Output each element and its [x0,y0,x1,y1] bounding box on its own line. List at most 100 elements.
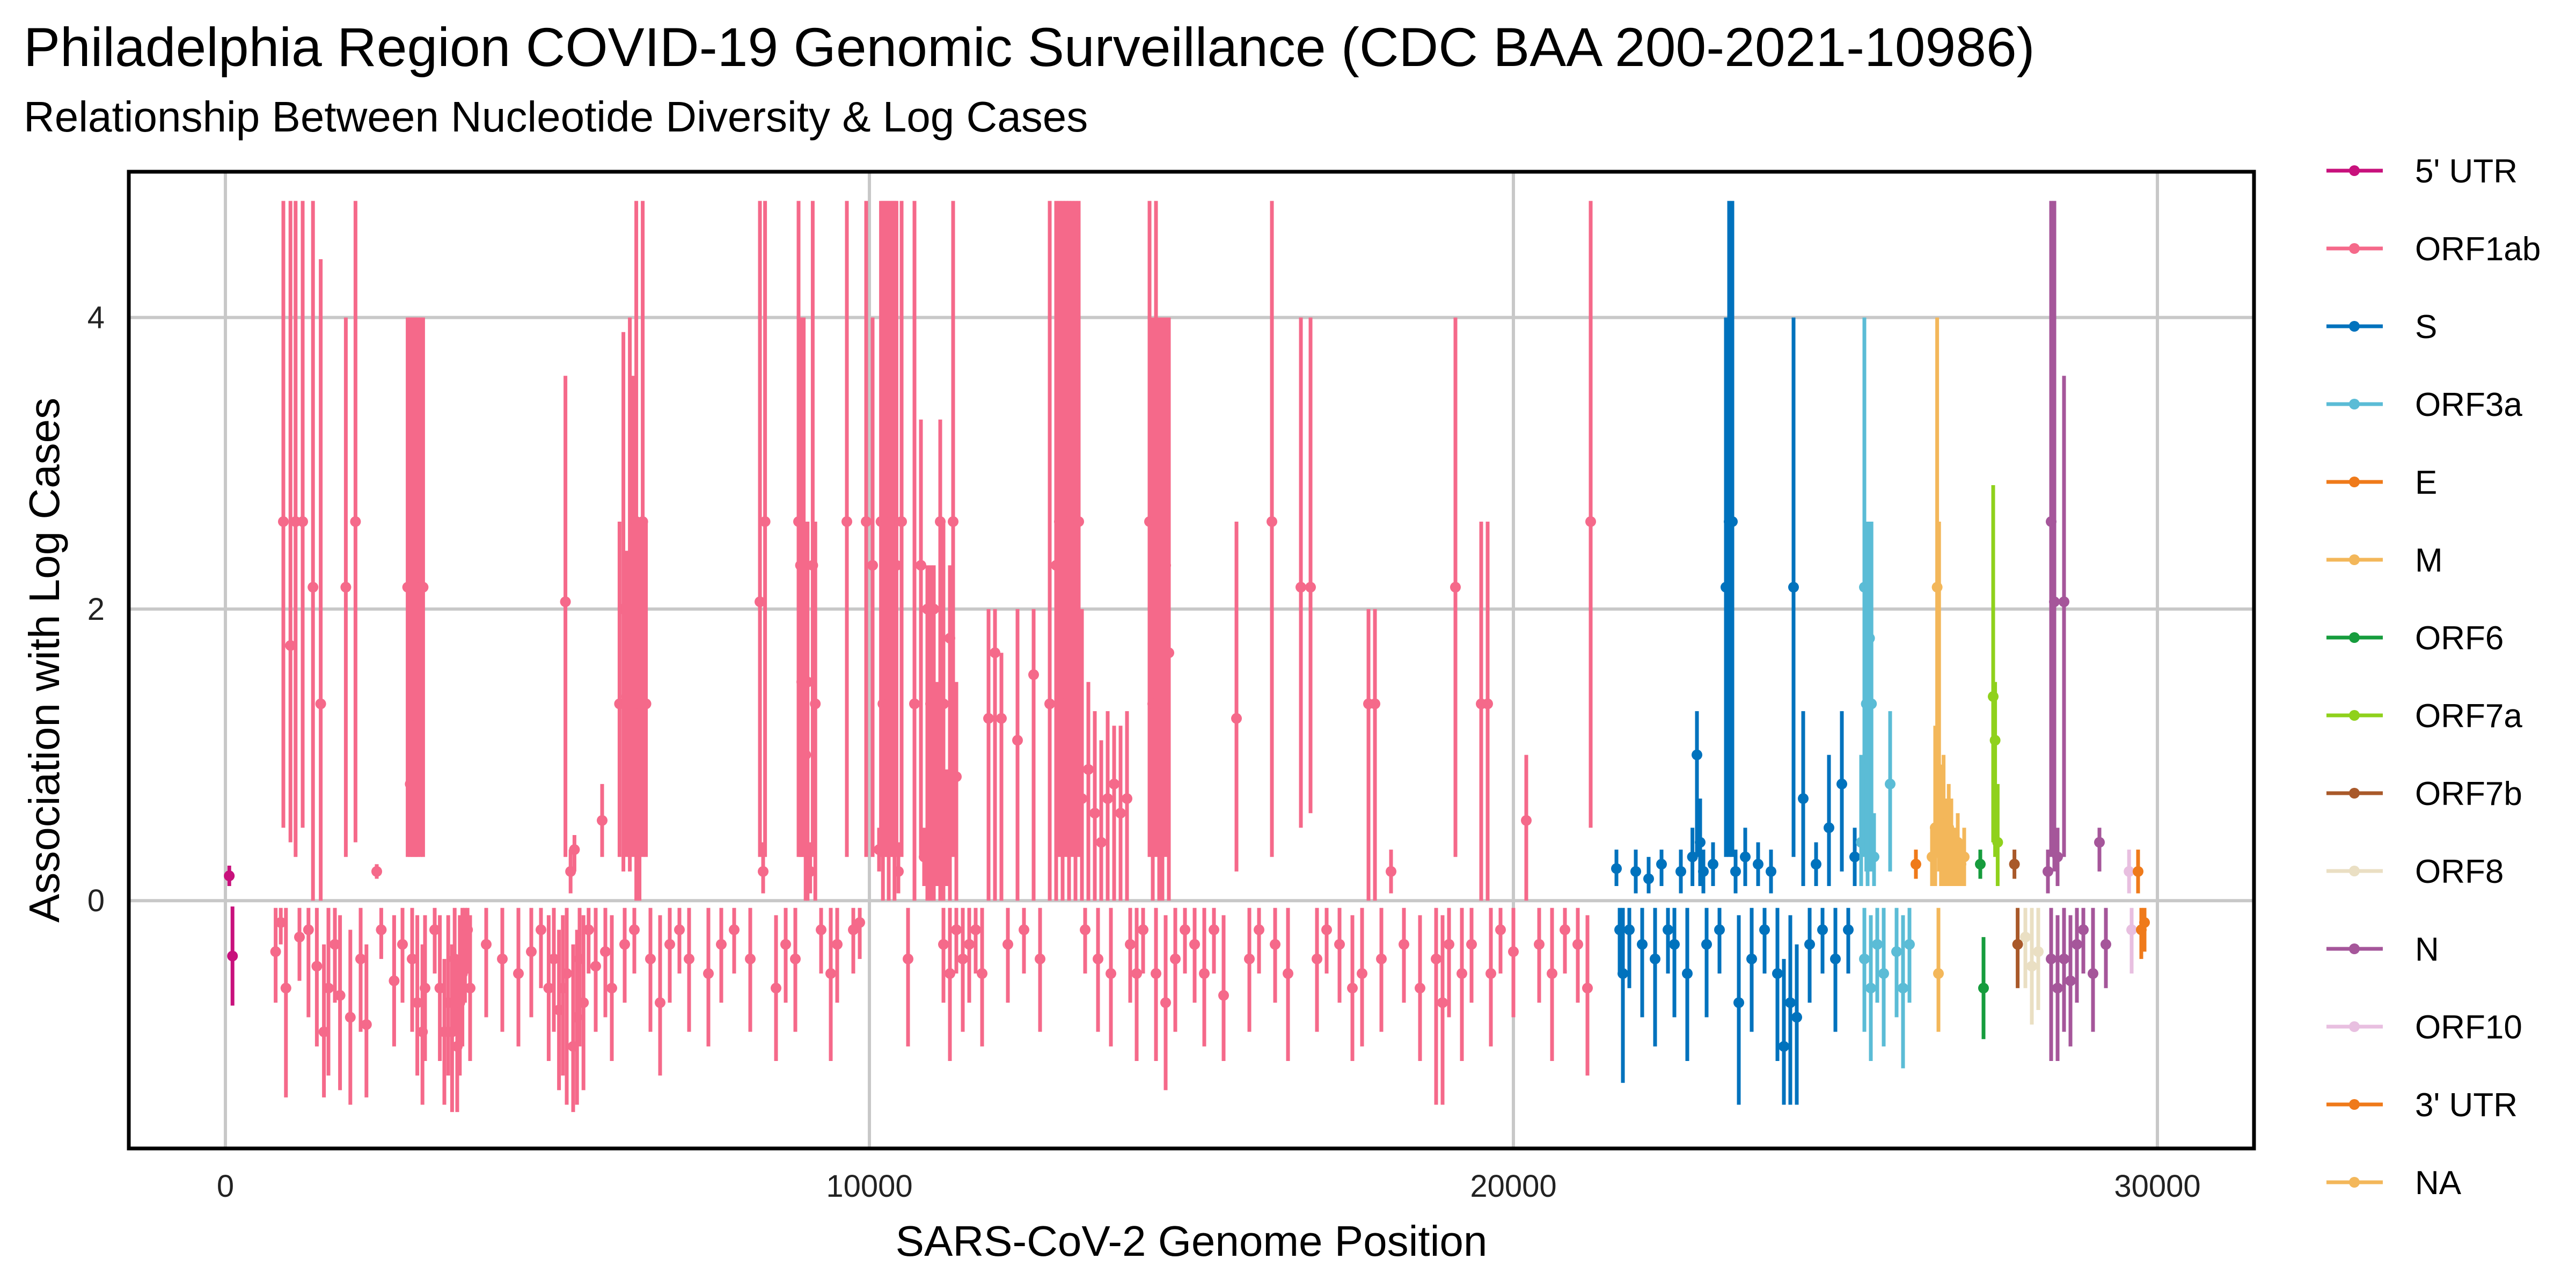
data-point [397,939,408,950]
legend-label: NA [2415,1165,2462,1202]
x-tick-label: 30000 [2114,1169,2200,1204]
legend-key-dot [2349,866,2360,876]
series-e [1911,850,1921,879]
data-point [1089,808,1100,819]
data-point [1312,953,1322,964]
data-point [891,560,902,571]
data-point [270,946,281,957]
data-point [1866,698,1877,709]
data-point [848,924,859,935]
data-point [1663,924,1673,935]
legend-item: N [2326,931,2439,968]
data-point [990,647,1000,658]
legend-label: ORF6 [2415,620,2504,657]
series-s [1611,201,1860,1105]
legend-label: ORF3a [2415,386,2522,423]
legend-item: ORF6 [2326,620,2504,657]
data-point [2072,939,2082,950]
data-point [780,939,791,950]
data-point [407,953,418,964]
data-point [429,924,440,935]
data-point [543,983,554,994]
data-marks [224,201,2150,1113]
data-point [1296,582,1306,593]
data-point [2094,837,2105,848]
data-point [1675,866,1686,877]
legend-label: N [2415,931,2439,968]
data-point [497,953,508,964]
data-point [619,939,630,950]
data-point [1209,924,1219,935]
data-point [1911,859,1921,870]
legend-label: E [2415,464,2437,501]
data-point [854,917,865,928]
data-point [1321,924,1332,935]
data-point [802,676,813,687]
legend-key-dot [2349,554,2360,565]
legend-item: ORF8 [2326,853,2504,890]
data-point [2065,975,2076,986]
data-point [2012,939,2023,950]
data-point [1466,939,1477,950]
y-tick-label: 0 [87,883,105,918]
data-point [2133,866,2143,877]
data-point [1305,582,1316,593]
data-point [2043,866,2053,877]
x-tick-label: 10000 [826,1169,912,1204]
legend-key-dot [2349,477,2360,487]
data-point [1733,997,1744,1008]
data-point [1115,808,1126,819]
data-point [2052,851,2063,862]
data-point [1811,859,1821,870]
legend-key-dot [2349,632,2360,643]
data-point [1073,516,1084,527]
data-point [1508,946,1519,957]
data-point [1270,939,1280,950]
legend-key-dot [2349,710,2360,721]
data-point [977,968,987,979]
data-point [759,516,771,527]
data-point [916,560,926,571]
legend-item: ORF7a [2326,698,2522,735]
series-5-utr [224,866,238,1006]
series-orf10 [2124,850,2137,974]
data-point [2046,953,2057,964]
data-point [1740,851,1751,862]
data-point [1804,939,1815,950]
data-point [771,983,781,994]
data-point [1163,647,1174,658]
data-point [389,975,400,986]
data-point [1267,516,1277,527]
data-point [590,961,601,972]
data-point [640,698,652,709]
legend-item: ORF3a [2326,386,2522,423]
legend-item: ORF1ab [2326,231,2541,268]
data-point [1170,953,1181,964]
legend-key-dot [2349,243,2360,254]
legend-key-dot [2349,1177,2360,1188]
data-point [951,771,962,782]
data-point [1682,968,1693,979]
data-point [1779,1041,1789,1052]
data-point [1872,939,1883,950]
data-point [526,946,537,957]
data-point [1096,837,1107,848]
legend-key-dot [2349,1021,2360,1032]
data-point [1904,939,1915,950]
data-point [1485,968,1496,979]
grid [129,172,2254,1148]
legend-label: ORF7a [2415,698,2522,735]
data-point [1044,698,1055,709]
legend-key-dot [2349,321,2360,332]
data-point [303,924,314,935]
y-tick-label: 2 [87,592,105,627]
data-point [1012,735,1023,746]
data-point [896,516,907,527]
data-point [1357,968,1367,979]
data-point [1180,924,1190,935]
data-point [2033,946,2044,957]
data-point [957,953,968,964]
series-m [1927,317,1970,1032]
data-point [1151,968,1161,979]
data-point [1791,1012,1802,1023]
